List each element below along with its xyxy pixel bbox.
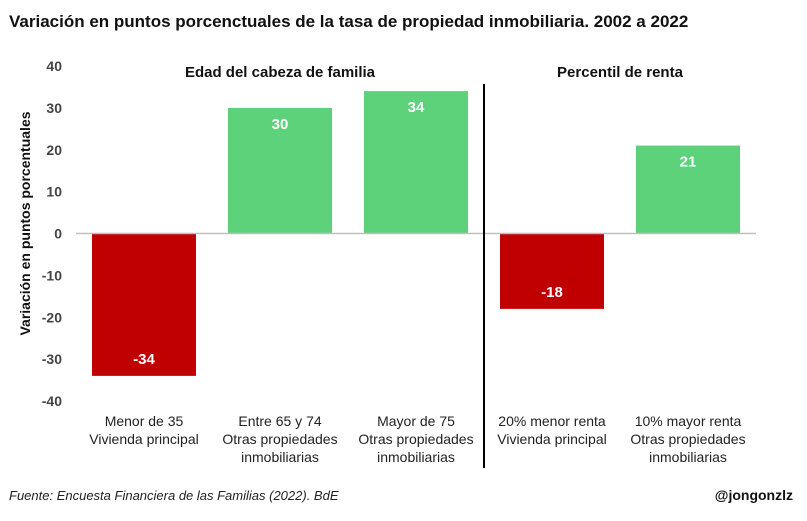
y-tick-label: 40 — [46, 58, 62, 74]
bar — [636, 145, 740, 234]
category-label: Otras propiedades — [630, 431, 745, 447]
y-tick-label: -20 — [42, 309, 62, 325]
category-label: Menor de 35 — [105, 413, 184, 429]
y-tick-label: -10 — [42, 267, 62, 283]
bar — [364, 91, 468, 234]
category-label: Mayor de 75 — [377, 413, 455, 429]
category-label: Otras propiedades — [222, 431, 337, 447]
bar — [92, 233, 196, 376]
category-label: Vivienda principal — [497, 431, 606, 447]
author-handle: @jongonzlz — [714, 487, 793, 503]
bar — [500, 233, 604, 309]
bar-data-label: -18 — [541, 284, 563, 301]
category-label: Otras propiedades — [358, 431, 473, 447]
source-note: Fuente: Encuesta Financiera de las Famil… — [9, 488, 339, 503]
y-tick-label: 20 — [46, 142, 62, 158]
category-label: Entre 65 y 74 — [238, 413, 321, 429]
bars — [92, 91, 740, 376]
group-label: Edad del cabeza de familia — [185, 64, 376, 81]
y-tick-label: 10 — [46, 184, 62, 200]
category-label: 20% menor renta — [498, 413, 606, 429]
category-label: inmobiliarias — [377, 449, 455, 465]
y-tick-label: 0 — [54, 226, 62, 242]
y-tick-label: -40 — [42, 393, 62, 409]
category-label: inmobiliarias — [241, 449, 319, 465]
group-labels: Edad del cabeza de familia Percentil de r… — [185, 64, 684, 81]
y-tick-label: -30 — [42, 351, 62, 367]
category-label: Vivienda principal — [89, 431, 198, 447]
bar-data-label: -34 — [133, 351, 155, 368]
group-label: Percentil de renta — [557, 64, 684, 81]
bar-data-label: 30 — [272, 116, 289, 133]
y-tick-label: 30 — [46, 100, 62, 116]
category-label: 10% mayor renta — [635, 413, 742, 429]
y-axis-label: Variación en puntos porcentuales — [17, 111, 33, 335]
data-labels: -34 30 34 -18 21 — [133, 99, 696, 368]
bar-data-label: 21 — [680, 154, 697, 171]
bar — [228, 107, 332, 234]
category-label: inmobiliarias — [649, 449, 727, 465]
category-labels: Menor de 35 Vivienda principal Entre 65 y … — [89, 413, 745, 465]
y-axis-ticks: 40 30 20 10 0 -10 -20 -30 -40 — [42, 58, 62, 409]
bar-data-label: 34 — [408, 99, 425, 116]
chart-title: Variación en puntos porcenctuales de la … — [9, 12, 689, 31]
